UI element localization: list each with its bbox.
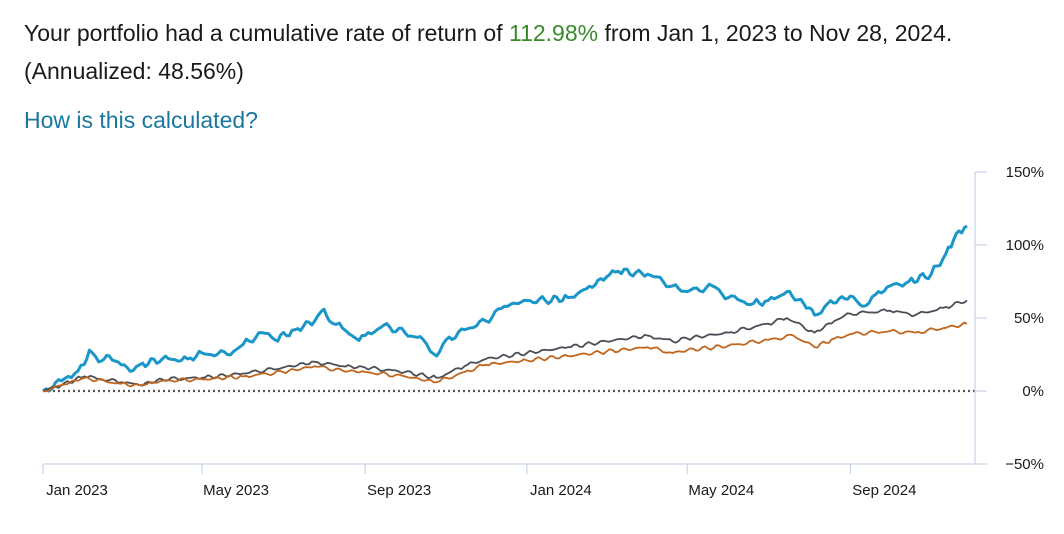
- series-line-2: [42, 299, 968, 392]
- y-tick-label: 0%: [1022, 383, 1044, 400]
- x-tick-label: Jan 2023: [46, 482, 108, 499]
- summary-prefix: Your portfolio had a cumulative rate of …: [24, 20, 509, 46]
- y-tick-label: 150%: [1006, 164, 1044, 181]
- return-chart: Jan 2023 May 2023 Sep 2023 Jan 2024 May 2024…: [42, 164, 1044, 499]
- return-summary: Your portfolio had a cumulative rate of …: [24, 14, 1044, 90]
- summary-suffix: from Jan 1, 2023 to Nov 28, 2024. (Annua…: [24, 20, 953, 84]
- series-line-1: [42, 224, 968, 393]
- x-tick-label: May 2023: [203, 482, 269, 499]
- x-tick-label: Jan 2024: [530, 482, 592, 499]
- x-tick-label: May 2024: [688, 482, 754, 499]
- x-tick-label: Sep 2023: [367, 482, 431, 499]
- series-lines: [42, 224, 968, 393]
- cumulative-return-value: 112.98%: [509, 20, 599, 46]
- y-tick-label: 100%: [1006, 237, 1044, 254]
- how-calculated-link[interactable]: How is this calculated?: [24, 107, 258, 133]
- y-tick-label: 50%: [1014, 310, 1044, 327]
- y-axis: 150% 100% 50% 0% −50%: [974, 164, 1044, 473]
- x-axis: Jan 2023 May 2023 Sep 2023 Jan 2024 May 2024…: [42, 463, 975, 499]
- series-line-3: [42, 321, 968, 393]
- x-tick-label: Sep 2024: [852, 482, 916, 499]
- y-tick-label: −50%: [1005, 456, 1044, 473]
